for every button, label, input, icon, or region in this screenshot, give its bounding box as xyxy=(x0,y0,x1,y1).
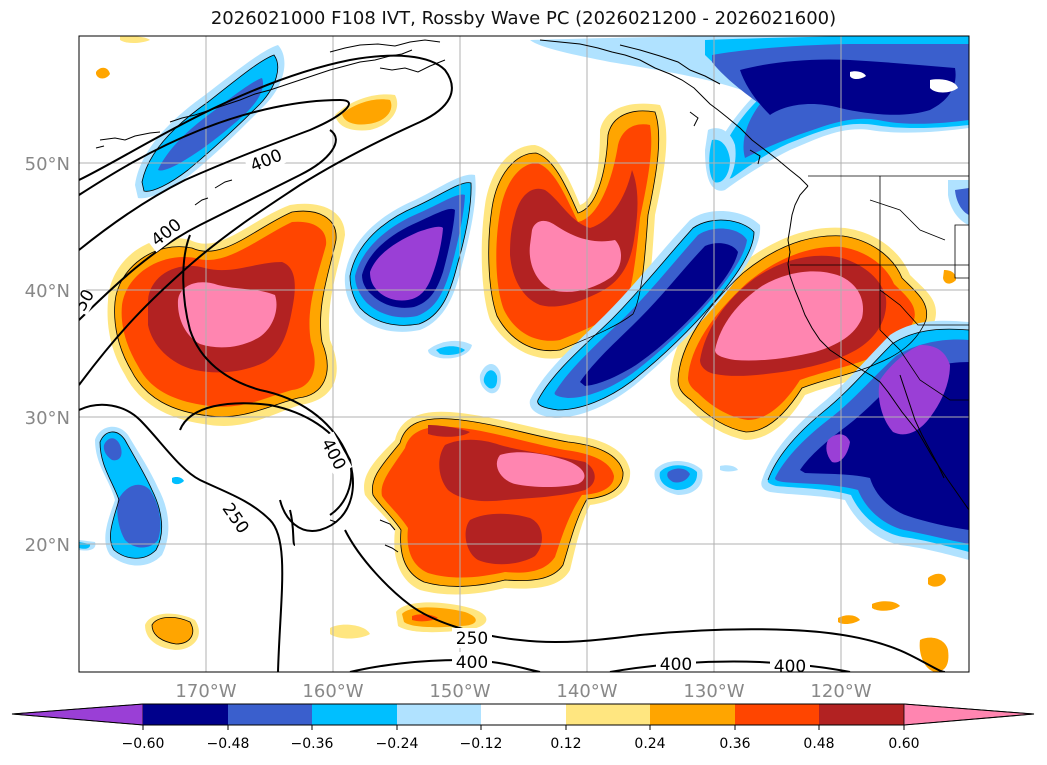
negative-anomaly-small xyxy=(79,340,738,566)
lat-tick-label: 50°N xyxy=(25,154,70,175)
positive-anomaly-small xyxy=(96,36,956,672)
positive-anomaly-north-central xyxy=(481,103,667,359)
colorbar-segment xyxy=(143,704,228,725)
colorbar-segment xyxy=(650,704,735,725)
lat-tick-label: 20°N xyxy=(25,535,70,556)
lat-tick-label: 30°N xyxy=(25,408,70,429)
ivt-contours xyxy=(79,54,946,672)
anomaly-outlines xyxy=(99,54,969,645)
contour-label: 400 xyxy=(774,657,806,677)
lat-ticks: 50°N 40°N 30°N 20°N xyxy=(25,154,70,556)
negative-anomaly-central xyxy=(344,174,476,332)
contour-label: 250 xyxy=(456,629,488,649)
colorbar-ticks xyxy=(142,725,905,730)
colorbar-label: 0.24 xyxy=(634,736,665,752)
colorbar-label: −0.24 xyxy=(376,736,419,752)
contour-label: 400 xyxy=(248,146,286,177)
lon-tick-label: 120°W xyxy=(810,681,871,702)
lon-tick-label: 160°W xyxy=(302,681,363,702)
contour-label: 400 xyxy=(660,655,692,675)
colorbar-segment xyxy=(735,704,819,725)
colorbar-label: −0.12 xyxy=(460,736,503,752)
colorbar-segment xyxy=(11,703,144,726)
lon-tick-label: 150°W xyxy=(429,681,490,702)
colorbar-segment xyxy=(312,704,397,725)
lon-tick-label: 140°W xyxy=(556,681,617,702)
negative-anomaly-southeast xyxy=(761,320,969,560)
borders xyxy=(790,175,969,401)
positive-anomaly-south xyxy=(364,411,631,595)
colorbar-segment xyxy=(819,704,904,725)
map-fields: 400 400 400 250 250 400 400 400 50 xyxy=(79,36,969,677)
positive-anomaly-west xyxy=(107,203,345,426)
lat-tick-label: 40°N xyxy=(25,281,70,302)
colorbar-segment xyxy=(566,704,650,725)
negative-anomaly-west-arc xyxy=(135,45,285,199)
negative-anomaly-northeast xyxy=(530,36,969,225)
colorbar: −0.60 −0.48 −0.36 −0.24 −0.12 0.12 0.24 … xyxy=(11,703,1035,752)
colorbar-segment xyxy=(481,704,566,725)
lon-tick-label: 170°W xyxy=(175,681,236,702)
lon-tick-label: 130°W xyxy=(683,681,744,702)
lon-ticks: 170°W 160°W 150°W 140°W 130°W 120°W xyxy=(175,681,871,702)
map-title: 2026021000 F108 IVT, Rossby Wave PC (202… xyxy=(210,8,837,29)
colorbar-label: 0.36 xyxy=(719,736,750,752)
map-frame xyxy=(78,35,970,673)
colorbar-segment xyxy=(228,704,312,725)
colorbar-segment xyxy=(903,703,1035,726)
colorbar-label: 0.60 xyxy=(888,736,919,752)
colorbar-label: −0.48 xyxy=(207,736,250,752)
colorbar-label: 0.12 xyxy=(550,736,581,752)
contour-label: 400 xyxy=(456,653,488,673)
colorbar-label: −0.36 xyxy=(291,736,334,752)
colorbar-label: 0.48 xyxy=(803,736,834,752)
colorbar-label: −0.60 xyxy=(122,736,165,752)
colorbar-segment xyxy=(397,704,481,725)
